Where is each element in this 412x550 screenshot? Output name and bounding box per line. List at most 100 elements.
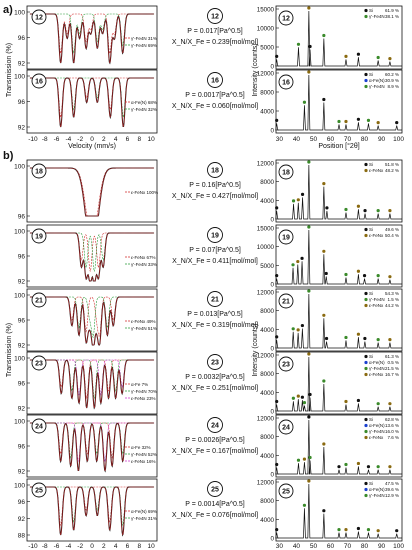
moss-legend-19-0: ε-FeNx 67% xyxy=(131,255,156,260)
moss-sample-badge-21 xyxy=(31,292,47,308)
panel-b-label: b) xyxy=(3,150,14,162)
moss-ytick-label-21-1: 96 xyxy=(18,318,26,325)
xrd-frame-24 xyxy=(275,414,403,478)
xrd-legend-marker-18-0 xyxy=(364,162,368,167)
xrd-peak-marker-12-6 xyxy=(356,52,361,56)
xrd-xtick-b-7: 100 xyxy=(393,543,404,550)
xrd-ytick-label-24-2: 4000 xyxy=(260,453,274,460)
moss-legend-19-1: γ'-Fe4N 33% xyxy=(131,262,157,267)
xrd-peak-marker-18-0 xyxy=(275,206,279,210)
xrd-xtick-b-5: 80 xyxy=(361,543,369,550)
xrd-peak-marker-16-5 xyxy=(344,119,348,124)
xrd-legend-value-21-0: 54.3 % xyxy=(385,291,399,296)
moss-sample-id-21: 21 xyxy=(35,298,43,305)
moss-ytick-label-23-0: 100 xyxy=(14,356,25,363)
xrd-ytick-label-25-0: 12000 xyxy=(257,480,275,487)
xrd-peak-marker-24-4 xyxy=(308,455,312,460)
xrd-ytick-label-25-3: 0 xyxy=(271,536,275,543)
xrd-sample-id-24: 24 xyxy=(282,425,290,432)
xrd-peak-marker-12-4 xyxy=(322,33,326,38)
xrd-pattern-19 xyxy=(275,229,402,285)
xrd-xtick-b-0: 30 xyxy=(276,543,284,550)
xrd-xtick-a-1: 40 xyxy=(293,136,301,143)
xrd-peak-marker-21-3 xyxy=(300,323,304,328)
xrd-legend-marker-23-1 xyxy=(364,360,368,365)
xrd-legend-phase-19-0: Si xyxy=(369,227,373,232)
xrd-legend-phase-21-1: γ'-Fe4N xyxy=(369,297,385,302)
xrd-ytick-label-19-2: 5000 xyxy=(260,263,274,270)
moss-xtick-b-2: -6 xyxy=(54,543,60,550)
xrd-legend-value-23-0: 61.3 % xyxy=(385,354,399,359)
moss-xtick-b-10: 10 xyxy=(147,543,155,550)
xrd-peak-marker-24-11 xyxy=(388,465,392,469)
xrd-xtick-a-5: 80 xyxy=(361,136,369,143)
xrd-peak-marker-16-9 xyxy=(395,121,399,125)
center-sample-id-24: 24 xyxy=(211,423,219,430)
xrd-ytick-label-21-2: 4000 xyxy=(260,327,274,334)
xrd-legend-phase-23-1: α-Fe(N) xyxy=(369,360,385,365)
moss-sample-badge-18 xyxy=(31,163,47,179)
moss-sample-id-24: 24 xyxy=(35,424,43,431)
xrd-legend-phase-16-1: α-Fe(N) xyxy=(369,78,385,83)
moss-fit-16 xyxy=(29,77,154,128)
xrd-ytick-label-16-3: 0 xyxy=(271,128,275,135)
xrd-ytick-label-18-3: 0 xyxy=(271,217,275,224)
moss-xtick-b-3: -4 xyxy=(65,543,71,550)
xrd-legend-marker-18-1 xyxy=(364,168,368,173)
xrd-peak-marker-21-8 xyxy=(356,332,361,336)
xrd-ytick-label-23-3: 0 xyxy=(271,409,275,416)
xrd-legend-marker-12-1 xyxy=(364,14,368,19)
moss-legend-16-1: γ'-Fe4N 32% xyxy=(131,107,157,112)
xrd-peak-marker-25-2 xyxy=(307,479,311,483)
xrd-legend-value-23-2: 21.5 % xyxy=(385,366,399,371)
moss-ytick-label-24-0: 100 xyxy=(14,419,25,426)
xrd-peak-marker-23-5 xyxy=(307,352,311,356)
xrd-ytick-label-24-3: 0 xyxy=(271,472,275,479)
xrd-peak-marker-23-6 xyxy=(308,392,312,397)
moss-xtick-a-9: 8 xyxy=(137,136,141,143)
xrd-peak-marker-12-5 xyxy=(344,54,348,59)
xrd-legend-value-18-1: 48.2 % xyxy=(385,168,399,173)
moss-ytick-label-16-1: 96 xyxy=(18,99,26,106)
xrd-legend-value-25-0: 47.5 % xyxy=(385,481,399,486)
xrd-sample-badge-18 xyxy=(278,164,294,180)
xrd-peak-marker-25-1 xyxy=(302,503,307,507)
moss-ytick-label-25-2: 92 xyxy=(18,516,26,523)
xrd-legend-marker-16-0 xyxy=(364,72,368,77)
moss-ylabel-a: Transmission (%) xyxy=(6,43,13,97)
xrd-sample-badge-24 xyxy=(278,419,294,435)
xrd-xtick-b-2: 50 xyxy=(310,543,318,550)
xrd-legend-value-24-2: 16.0 % xyxy=(385,429,399,434)
moss-xtick-a-8: 6 xyxy=(126,136,130,143)
xrd-ytick-label-18-2: 4000 xyxy=(260,198,274,205)
xrd-ytick-label-16-0: 12000 xyxy=(257,71,275,78)
moss-fit-25 xyxy=(29,486,154,536)
xrd-peak-marker-16-8 xyxy=(376,121,380,125)
xrd-ytick-label-18-1: 8000 xyxy=(260,179,274,186)
xrd-frame-19 xyxy=(275,224,403,288)
xrd-legend-marker-12-0 xyxy=(364,8,368,13)
moss-sample-id-16: 16 xyxy=(35,79,43,86)
xrd-legend-phase-23-2: γ'-Fe4N xyxy=(369,366,385,371)
ratio-value-18: X_N/X_Fe = 0.427[mol/mol] xyxy=(172,193,258,200)
xrd-frame-25 xyxy=(275,478,403,542)
xrd-ytick-label-12-0: 15000 xyxy=(257,7,275,14)
moss-xtick-a-10: 10 xyxy=(147,136,155,143)
moss-sample-id-12: 12 xyxy=(35,15,43,22)
xrd-peak-marker-23-10 xyxy=(376,402,380,406)
xrd-legend-phase-25-1: α-Fe(N) xyxy=(369,487,385,492)
xrd-xtick-a-0: 30 xyxy=(276,136,284,143)
xrd-xtick-a-3: 60 xyxy=(327,136,335,143)
xrd-legend-phase-25-0: Si xyxy=(369,481,373,486)
xrd-legend-marker-23-0 xyxy=(364,354,368,359)
xrd-peak-marker-19-7 xyxy=(344,272,348,277)
xrd-xtick-b-3: 60 xyxy=(327,543,335,550)
xrd-peak-marker-16-0 xyxy=(275,118,279,122)
xrd-legend-value-19-0: 49.6 % xyxy=(385,227,399,232)
xrd-xtick-b-1: 40 xyxy=(293,543,301,550)
xrd-sample-badge-16 xyxy=(278,74,294,90)
moss-xtick-b-4: -2 xyxy=(77,543,83,550)
xrd-legend-value-21-1: 1.5 % xyxy=(387,297,399,302)
xrd-peak-marker-16-7 xyxy=(366,118,371,122)
xrd-legend-value-16-1: 30.9 % xyxy=(385,78,399,83)
